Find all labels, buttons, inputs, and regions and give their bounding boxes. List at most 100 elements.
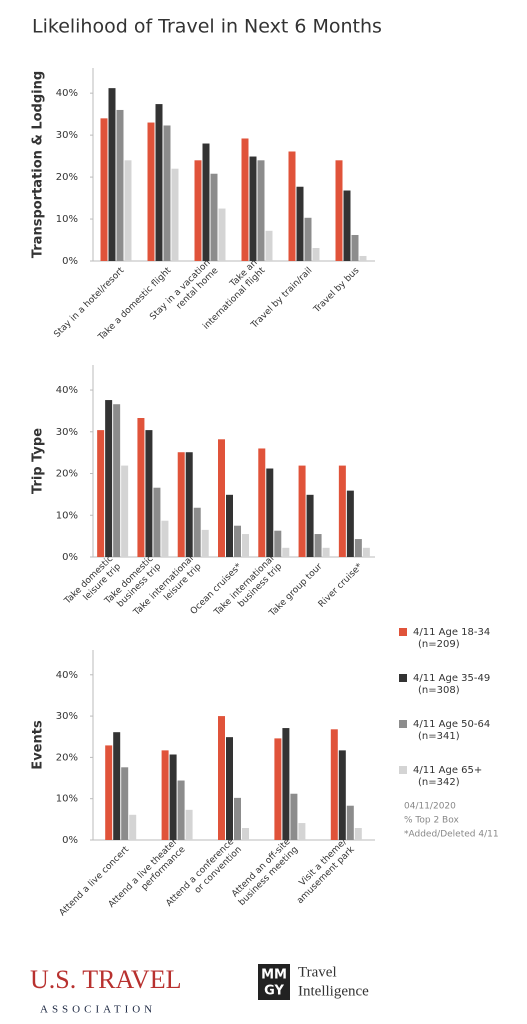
bar: [306, 494, 314, 557]
note: *Added/Deleted 4/11: [404, 830, 499, 840]
logo-top: MM: [261, 968, 287, 983]
x-tick-label: Visit a theme/amusement park: [295, 836, 357, 906]
y-tick-label: 0%: [62, 835, 78, 846]
bar: [218, 716, 225, 840]
y-tick-label: 10%: [56, 510, 78, 521]
bar: [330, 729, 338, 840]
bar: [129, 814, 137, 840]
bar: [343, 190, 351, 261]
bar: [266, 468, 274, 557]
bar: [124, 160, 132, 261]
y-tick-label: 30%: [56, 427, 78, 438]
bar: [116, 109, 124, 262]
bar: [304, 217, 312, 261]
bar: [354, 539, 362, 557]
logo-bottom: GY: [264, 984, 284, 999]
y-tick-label: 20%: [56, 469, 78, 480]
y-tick-label: 10%: [56, 214, 78, 225]
y-tick-label: 30%: [56, 711, 78, 722]
bar: [185, 452, 193, 557]
bar: [147, 122, 155, 261]
footer: U.S. TRAVEL ASSOCIATION MM GY Travel Int…: [30, 964, 369, 1016]
bar: [298, 823, 306, 840]
bar: [218, 208, 226, 261]
bar: [177, 780, 185, 840]
y-tick-label: 0%: [62, 552, 78, 563]
legend-swatch: [399, 720, 407, 728]
bar: [351, 234, 359, 261]
legend-swatch: [399, 628, 407, 636]
bar: [346, 490, 354, 557]
legend-n: (n=342): [418, 777, 460, 788]
legend-swatch: [399, 674, 407, 682]
y-axis-title: Events: [31, 720, 46, 770]
bar: [169, 754, 177, 840]
org-name: U.S. TRAVEL: [30, 965, 181, 994]
bar: [185, 809, 193, 840]
y-tick-label: 40%: [56, 88, 78, 99]
legend-label: 4/11 Age 35-49: [413, 673, 490, 684]
bar: [161, 750, 169, 840]
y-tick-label: 30%: [56, 130, 78, 141]
x-tick-label: Attend a live concert: [58, 844, 132, 918]
bar: [234, 525, 241, 557]
bar: [202, 143, 210, 261]
bar: [145, 430, 153, 557]
bar: [105, 745, 113, 840]
bar: [226, 737, 233, 840]
bar: [121, 465, 129, 557]
bar: [105, 400, 113, 557]
bar: [296, 186, 304, 261]
bar: [218, 439, 225, 557]
y-tick-label: 20%: [56, 172, 78, 183]
bar: [100, 118, 108, 261]
y-axis-title: Trip Type: [31, 428, 46, 494]
bar: [194, 160, 202, 261]
bar: [314, 534, 322, 557]
bar: [338, 465, 346, 557]
bar: [359, 255, 367, 261]
bar: [249, 156, 257, 261]
bar: [137, 418, 145, 557]
bar: [298, 465, 306, 557]
y-tick-label: 0%: [62, 256, 78, 267]
bar: [153, 487, 161, 557]
bar: [171, 168, 179, 261]
legend-label: 4/11 Age 65+: [413, 765, 482, 776]
bar: [121, 767, 129, 840]
bar: [242, 534, 249, 557]
bar: [241, 138, 249, 261]
bar: [335, 160, 343, 261]
legend-n: (n=308): [418, 685, 460, 696]
bar: [338, 750, 346, 840]
bar: [258, 448, 266, 557]
y-tick-label: 20%: [56, 752, 78, 763]
bar: [210, 173, 218, 261]
bar: [226, 494, 233, 557]
bar: [354, 828, 362, 840]
bar: [282, 547, 290, 557]
legend-label: 4/11 Age 50-64: [413, 719, 490, 730]
bar: [282, 728, 290, 840]
bar: [177, 452, 185, 557]
bar: [288, 151, 296, 261]
brand-line: Intelligence: [298, 983, 369, 999]
note: % Top 2 Box: [404, 816, 459, 826]
bar: [234, 797, 241, 840]
bar: [346, 805, 354, 840]
bar: [113, 732, 121, 840]
bar: [97, 430, 105, 557]
bar: [201, 529, 209, 557]
bar: [163, 125, 171, 261]
y-tick-label: 40%: [56, 385, 78, 396]
bar: [113, 404, 121, 557]
y-axis-title: Transportation & Lodging: [31, 71, 46, 258]
note: 04/11/2020: [404, 802, 456, 812]
brand-line: Travel: [298, 964, 337, 980]
bar: [322, 547, 330, 557]
bar: [274, 738, 282, 840]
bar: [161, 520, 169, 557]
legend-swatch: [399, 766, 407, 774]
